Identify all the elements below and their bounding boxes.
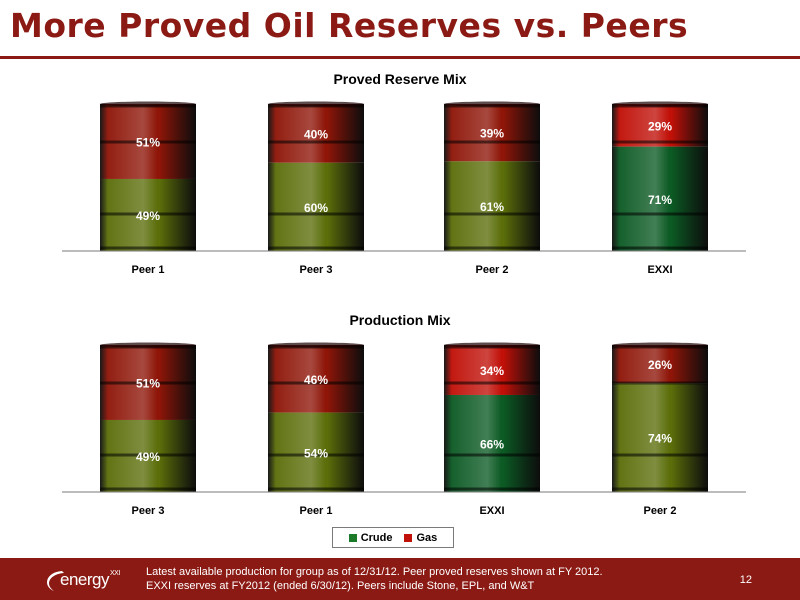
barrel-lid: [268, 101, 364, 107]
reserve-mix-chart: Proved Reserve Mix 51% 49% Peer 1 40% 60% Peer…: [0, 66, 800, 281]
label-crude-peer-3: 49%: [136, 450, 160, 464]
barrel-shine: [100, 104, 196, 251]
barrel-rib: [444, 140, 540, 144]
legend-swatch-gas: [404, 533, 413, 542]
barrel-rib: [612, 453, 708, 457]
barrel-lid: [612, 342, 708, 348]
label-crude-peer-2: 74%: [648, 432, 672, 446]
barrel-shine: [444, 345, 540, 492]
barrel-peer-1: 46% 54%: [268, 342, 364, 492]
label-crude-exxi: 71%: [648, 193, 672, 207]
barrel-shine: [612, 345, 708, 492]
footer-bar: energyXXI Latest available production fo…: [0, 558, 800, 600]
chart-title: Proved Reserve Mix: [333, 71, 466, 87]
barrel-rib: [612, 381, 708, 385]
logo-wordmark: energyXXI: [60, 570, 120, 589]
category-label-peer-1: Peer 1: [299, 505, 332, 517]
barrel-lid: [444, 101, 540, 107]
barrel-rib: [444, 381, 540, 385]
legend-item-crude: Crude: [348, 531, 393, 544]
footnote-line-1: Latest available production for group as…: [146, 566, 603, 578]
barrel-shine: [444, 104, 540, 251]
footnote: Latest available production for group as…: [146, 565, 603, 593]
barrel-rib: [612, 487, 708, 491]
category-label-exxi: EXXI: [479, 505, 504, 517]
barrel-lid: [100, 101, 196, 107]
category-label-peer-3: Peer 3: [131, 505, 164, 517]
barrel-lid: [100, 342, 196, 348]
label-gas-peer-3: 51%: [136, 376, 160, 390]
barrel-rib: [268, 487, 364, 491]
category-label-exxi: EXXI: [647, 264, 672, 276]
barrel-rib: [612, 212, 708, 216]
barrel-shine: [268, 104, 364, 251]
barrel-rib: [444, 487, 540, 491]
label-gas-peer-1: 51%: [136, 135, 160, 149]
barrel-lid: [444, 342, 540, 348]
barrel-rib: [100, 212, 196, 216]
barrel-rib: [268, 453, 364, 457]
barrel-rib: [268, 140, 364, 144]
legend-label-crude: Crude: [360, 531, 393, 544]
category-label-peer-2: Peer 2: [643, 505, 676, 517]
barrel-rib: [268, 212, 364, 216]
label-gas-peer-2: 39%: [480, 127, 504, 141]
legend-label-gas: Gas: [416, 531, 438, 544]
barrel-lid: [268, 342, 364, 348]
barrel-lid: [612, 101, 708, 107]
logo-swoosh-icon: [47, 571, 64, 591]
title-rule: [0, 56, 800, 59]
barrel-shine: [612, 104, 708, 251]
barrel-rib: [444, 246, 540, 250]
label-crude-peer-1: 49%: [136, 209, 160, 223]
chart-legend: Crude Gas: [332, 527, 454, 548]
barrel-peer-3: 40% 60%: [268, 101, 364, 251]
barrel-peer-1: 51% 49%: [100, 101, 196, 251]
barrel-peer-2: 26% 74%: [612, 342, 708, 492]
label-gas-peer-1: 46%: [304, 373, 328, 387]
barrel-rib: [100, 453, 196, 457]
production-mix-svg: Production Mix 51% 49% Peer 3 46% 54% Peer 1 34…: [62, 312, 746, 517]
barrel-peer-3: 51% 49%: [100, 342, 196, 492]
barrel-rib: [444, 453, 540, 457]
category-label-peer-1: Peer 1: [131, 264, 164, 276]
barrel-rib: [268, 246, 364, 250]
barrel-shine: [100, 345, 196, 492]
category-label-peer-3: Peer 3: [299, 264, 332, 276]
footnote-line-2: EXXI reserves at FY2012 (ended 6/30/12).…: [146, 580, 535, 592]
label-gas-exxi: 29%: [648, 119, 672, 133]
barrel-peer-2: 39% 61%: [444, 101, 540, 251]
barrel-shine: [268, 345, 364, 492]
chart-title: Production Mix: [349, 312, 450, 328]
reserve-mix-svg: Proved Reserve Mix 51% 49% Peer 1 40% 60% Peer…: [62, 71, 746, 276]
legend-swatch-crude: [348, 533, 357, 542]
page-number: 12: [739, 574, 752, 586]
barrel-rib: [612, 246, 708, 250]
barrel-rib: [100, 246, 196, 250]
production-mix-chart: Production Mix 51% 49% Peer 3 46% 54% Peer 1 34…: [0, 307, 800, 522]
slide-title: More Proved Oil Reserves vs. Peers: [10, 6, 689, 45]
barrel-exxi: 34% 66%: [444, 342, 540, 492]
company-logo: energyXXI: [40, 566, 130, 594]
label-crude-peer-1: 54%: [304, 446, 328, 460]
barrel-rib: [268, 381, 364, 385]
label-crude-peer-2: 61%: [480, 200, 504, 214]
label-gas-peer-2: 26%: [648, 358, 672, 372]
label-gas-peer-3: 40%: [304, 127, 328, 141]
label-crude-peer-3: 60%: [304, 201, 328, 215]
label-gas-exxi: 34%: [480, 364, 504, 378]
barrel-rib: [100, 140, 196, 144]
barrel-rib: [100, 487, 196, 491]
label-crude-exxi: 66%: [480, 437, 504, 451]
barrel-rib: [612, 140, 708, 144]
category-label-peer-2: Peer 2: [475, 264, 508, 276]
barrel-rib: [100, 381, 196, 385]
barrel-exxi: 29% 71%: [612, 101, 708, 251]
barrel-rib: [444, 212, 540, 216]
legend-item-gas: Gas: [404, 532, 437, 544]
